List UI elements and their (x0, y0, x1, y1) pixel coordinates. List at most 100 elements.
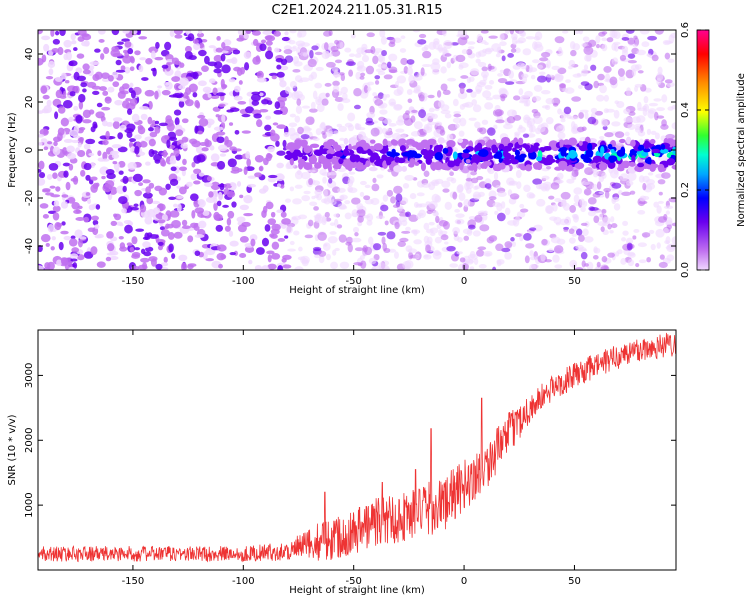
heat-cell (118, 196, 128, 205)
heat-cell (482, 213, 488, 221)
heat-cell (228, 122, 234, 126)
heat-cell (596, 261, 601, 268)
heat-cell (154, 159, 161, 164)
heat-cell (305, 116, 315, 125)
heat-cell (129, 66, 135, 72)
heat-cell (619, 54, 627, 61)
heat-cell (38, 265, 44, 270)
heat-cell (80, 82, 88, 88)
heat-cell (453, 113, 462, 118)
heat-cell (337, 203, 347, 210)
heat-cell (498, 162, 506, 170)
heat-cell (240, 66, 246, 75)
heat-cell (438, 220, 448, 227)
heat-cell (433, 161, 443, 171)
heat-cell (43, 146, 49, 151)
heat-cell (382, 242, 388, 252)
heat-cell (105, 168, 115, 175)
heat-cell (642, 182, 647, 191)
heat-cell (339, 137, 345, 141)
heat-cell (213, 126, 224, 131)
heat-cell (635, 262, 640, 268)
heat-cell (563, 106, 572, 115)
heat-cell (338, 125, 347, 132)
heat-cell (532, 115, 543, 125)
heat-cell (665, 210, 670, 215)
heat-cell (197, 130, 203, 135)
heat-cell (388, 66, 398, 73)
heat-cell (179, 166, 188, 172)
heat-cell (373, 143, 384, 151)
heat-cell (267, 218, 277, 226)
heat-cell (388, 122, 397, 127)
heat-cell (493, 124, 498, 130)
heat-cell (155, 263, 163, 270)
heat-cell (172, 92, 183, 98)
heat-cell (98, 39, 105, 43)
heat-cell (309, 201, 318, 206)
spectrogram-xtick-label: -150 (122, 276, 145, 287)
heat-cell (79, 136, 84, 142)
heat-cell (276, 124, 287, 129)
heat-cell (541, 186, 548, 192)
heat-cell (477, 246, 487, 251)
heat-cell (295, 105, 303, 115)
heat-cell (255, 247, 265, 255)
heat-cell (113, 162, 120, 171)
heat-cell (523, 184, 531, 193)
heat-cell (245, 151, 251, 159)
heat-cell (188, 55, 197, 61)
heat-cell (88, 109, 95, 115)
heat-cell (466, 229, 473, 236)
heat-cell (333, 130, 339, 135)
heat-cell (571, 233, 577, 237)
heat-cell (383, 74, 393, 80)
heat-cell (435, 215, 440, 224)
heat-cell (220, 53, 226, 62)
heat-cell (266, 100, 273, 105)
heat-cell (492, 266, 497, 270)
spectrogram-ytick-label: 40 (24, 48, 35, 61)
heat-cell (308, 74, 314, 82)
heat-cell (533, 142, 540, 148)
heat-cell (297, 126, 304, 135)
heat-cell (61, 257, 68, 262)
heat-cell (197, 199, 204, 206)
heat-cell (372, 177, 377, 183)
heat-cell (138, 65, 144, 73)
heat-cell (295, 40, 306, 47)
heat-cell (54, 76, 63, 82)
heat-cell (233, 95, 243, 101)
heat-cell (164, 41, 172, 51)
heat-cell (472, 230, 481, 237)
heat-cell (627, 53, 636, 59)
spectrogram-ytick-label: 20 (24, 96, 35, 109)
heat-cell (620, 237, 627, 242)
heat-cell (265, 40, 273, 46)
heat-cell (259, 43, 267, 52)
heat-cell (554, 179, 564, 184)
spectrogram-ytick-label: -20 (24, 190, 35, 206)
heat-cell (313, 206, 319, 211)
heat-cell (217, 144, 228, 152)
heat-cell (510, 48, 517, 53)
heat-cell (341, 98, 351, 104)
heat-cell (94, 234, 102, 239)
heat-cell (481, 119, 489, 125)
heat-cell (356, 161, 364, 171)
heat-cell (187, 235, 194, 243)
heat-cell (552, 254, 560, 263)
heat-cell (62, 100, 73, 109)
heat-cell (311, 180, 321, 186)
heat-cell (590, 64, 597, 71)
heat-cell (210, 153, 220, 162)
heat-cell (253, 113, 262, 119)
heat-cell (147, 127, 154, 132)
heat-cell (208, 45, 216, 49)
heat-cell (665, 217, 673, 226)
heat-cell (412, 75, 423, 81)
heat-cell (274, 101, 281, 109)
heat-cell (582, 36, 590, 42)
heat-cell (216, 160, 226, 170)
heat-cell (231, 201, 237, 208)
